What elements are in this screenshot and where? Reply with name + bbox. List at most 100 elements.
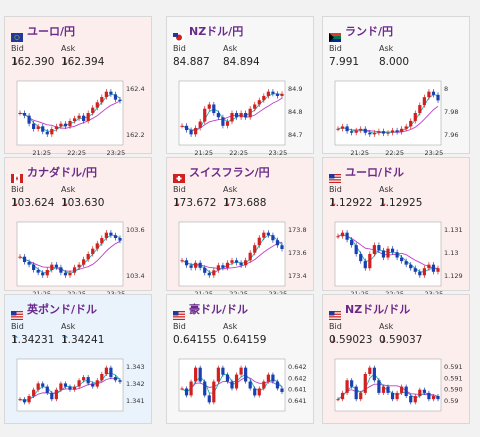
rate-card[interactable]: スイスフラン/円 Bid Ask ↓ 173.672 ↓ 173.688 173.8 173.6… [166,157,314,298]
pair-name[interactable]: カナダドル/円 [27,166,98,179]
card-header[interactable]: ユーロ/円 [11,23,76,42]
arrow-down-icon: ↓ [379,197,388,209]
bid-label: Bid [11,322,24,331]
candle [184,388,189,396]
za-flag-icon [329,27,341,42]
candle [221,265,225,268]
candle [257,388,261,396]
pair-name[interactable]: 英ポンド/ドル [27,303,98,316]
candle [395,252,399,258]
candle [113,94,118,100]
card-header[interactable]: ランド/円 [329,23,394,42]
rate-card[interactable]: カナダドル/円BidAsk↓103.624↓103.630103.6103.42… [4,157,152,298]
arrow-down-icon: ↓ [11,197,20,209]
rate-card[interactable]: NZドル/ドルBidAsk↓0.59023↓0.590370.59150.591… [322,294,470,424]
candle [418,271,422,276]
candle [248,252,252,261]
bid-label: Bid [173,322,186,331]
ask-label: Ask [379,185,394,194]
price-chart[interactable]: 8 7.98 7.96 21:25 22:25 23:25 [331,77,463,159]
ask-label: Ask [223,185,238,194]
candle [100,97,104,103]
candle [203,267,207,273]
x-tick-label: 23:25 [269,149,288,157]
arrow-down-icon: ↓ [329,334,338,346]
pair-name[interactable]: ユーロ/円 [27,25,76,38]
rate-card[interactable]: ユーロ/ドル Bid Ask ↓ 1.12922 ↓ 1.12925 1.131 1.13 1.1… [322,157,470,298]
candle [262,381,266,389]
candle [18,399,22,401]
ask-value: 0.64159 [223,334,267,346]
candle [230,381,234,389]
bid-label: Bid [11,185,24,194]
candle [86,113,90,121]
x-tick-label: 21:25 [32,149,51,157]
candle [413,396,417,403]
candle [436,268,440,272]
candle [280,93,284,96]
candle [194,127,198,135]
pair-name[interactable]: スイスフラン/円 [189,166,270,179]
candle [32,264,36,270]
card-header[interactable]: 英ポンド/ドル [11,301,98,320]
price-chart[interactable]: 162.4 162.2 21:25 22:25 23:25 [13,77,145,159]
chart-area [178,221,286,287]
y-tick-label: 7.98 [444,108,458,116]
y-tick-label: 0.5915 [444,363,463,371]
pair-name[interactable]: NZドル/ドル [345,303,411,316]
candle [359,254,363,262]
ask-value: 103.630 [61,197,105,209]
rate-card[interactable]: 豪ドル/ドルBidAsk0.641550.641590.64250.6420.6… [166,294,314,424]
y-tick-label: 1.13 [444,249,458,257]
bid-value: 0.59023 [329,334,373,346]
card-header[interactable]: NZドル/円 [173,23,244,42]
candle [363,373,367,393]
candle [354,130,358,133]
arrow-down-icon: ↓ [61,197,70,209]
candle [234,374,239,389]
price-chart[interactable]: 0.5915 0.591 0.5905 0.59 [331,355,463,437]
gb-us-flag-icon [11,305,23,320]
y-tick-label: 0.6415 [288,386,307,394]
pair-name[interactable]: 豪ドル/ドル [189,303,249,316]
pair-name[interactable]: ユーロ/ドル [345,166,405,179]
rate-card[interactable]: ユーロ/円 Bid Ask ↓ 162.390 ↓ 162.394 162.4 162.2 21:… [4,16,152,157]
bid-label: Bid [173,185,186,194]
card-header[interactable]: カナダドル/円 [11,164,98,183]
candle [189,381,193,396]
candle [207,395,211,403]
pair-name[interactable]: ランド/円 [345,25,394,38]
x-tick-label: 21:25 [194,149,213,157]
candle [368,367,372,374]
rate-card[interactable]: 英ポンド/ドル Bid Ask ↑ 1.34231 ↑ 1.34241 1.343 1.342 1… [4,294,152,424]
card-header[interactable]: 豪ドル/ドル [173,301,249,320]
bid-value: 84.887 [173,56,210,68]
candle [207,272,211,276]
x-tick-label: 23:25 [425,149,444,157]
candle [212,270,216,276]
x-tick-label: 23:25 [107,149,126,157]
price-chart[interactable]: 0.6425 0.642 0.6415 0.641 [175,355,307,437]
y-tick-label: 8 [444,85,448,93]
candle [431,91,436,95]
candle [54,264,58,268]
price-chart[interactable]: 84.9 84.8 84.7 21:25 22:25 23:25 [175,77,307,159]
y-tick-label: 173.8 [288,226,307,234]
price-chart[interactable]: 1.343 1.342 1.341 [13,355,145,437]
card-header[interactable]: ユーロ/ドル [329,164,405,183]
candle [409,120,413,127]
rate-card[interactable]: NZドル/円 Bid Ask 84.887 84.894 84.9 84.8 84.7 21:2… [166,16,314,157]
card-header[interactable]: NZドル/ドル [329,301,411,320]
candlestick-chart: 162.4 162.2 21:25 22:25 23:25 [16,80,145,157]
pair-name[interactable]: NZドル/円 [189,25,244,38]
candle [372,367,376,381]
card-header[interactable]: スイスフラン/円 [173,164,270,183]
candle [189,265,193,268]
candle [336,236,340,238]
rate-card[interactable]: ランド/円 Bid Ask 7.991 8.000 8 7.98 7.96 21:25 22:25… [322,16,470,157]
nz-us-flag-icon [329,305,341,320]
